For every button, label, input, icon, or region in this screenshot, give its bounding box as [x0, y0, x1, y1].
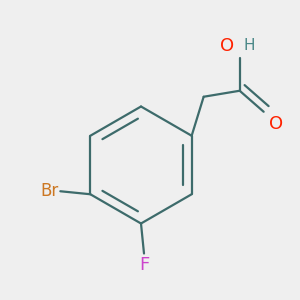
Text: Br: Br: [40, 182, 59, 200]
Text: H: H: [243, 38, 255, 53]
Text: O: O: [220, 37, 234, 55]
Text: F: F: [139, 256, 149, 274]
Text: O: O: [269, 115, 283, 133]
